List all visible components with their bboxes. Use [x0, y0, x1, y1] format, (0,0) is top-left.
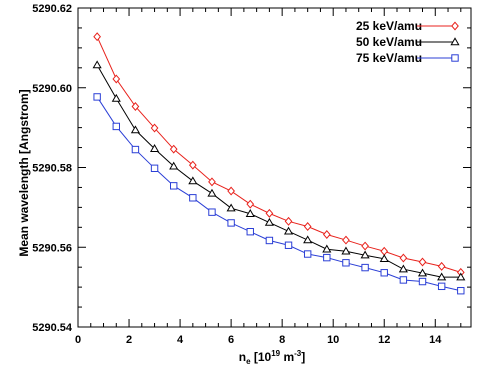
series-line [96, 96, 461, 292]
legend-marker [451, 54, 459, 62]
data-point [93, 32, 102, 42]
x-tick-label: 2 [126, 334, 132, 346]
data-point [418, 257, 427, 267]
data-point [398, 264, 408, 273]
data-point [111, 93, 121, 102]
data-point [303, 235, 313, 244]
data-point [399, 253, 408, 263]
data-point [131, 102, 140, 111]
data-point [360, 250, 370, 259]
series-75-kev-amu [93, 93, 465, 295]
data-point [112, 74, 121, 84]
y-tick-label: 5290.58 [32, 163, 72, 175]
data-point [284, 216, 293, 226]
series-line [96, 36, 461, 273]
y-axis-label: Mean wavelength [Angstrom] [17, 89, 31, 256]
plot-area: 0 2 4 6 8 10 12 14 5290.54 5290.56 5290.58 5290.60 5… [32, 3, 472, 346]
data-point [246, 227, 254, 236]
data-point [342, 235, 350, 245]
data-point [130, 125, 140, 134]
y-tick-label: 5290.56 [32, 242, 72, 254]
data-point [379, 254, 389, 263]
legend-label: 75 keV/amu [356, 51, 422, 65]
legend-marker [450, 37, 460, 46]
data-point [437, 282, 446, 291]
data-point [265, 208, 274, 218]
data-point [456, 272, 466, 281]
data-point [150, 123, 159, 133]
x-tick-label: 8 [279, 334, 285, 346]
x-axis-label-subscript: e [246, 357, 251, 366]
x-axis-label-unit-open: [10 [251, 350, 272, 364]
data-point [93, 93, 101, 101]
data-point [417, 268, 428, 277]
data-point [92, 60, 102, 69]
data-point [418, 277, 427, 286]
legend-marker [451, 21, 459, 31]
data-point [342, 259, 350, 267]
data-point [361, 263, 369, 272]
data-point [380, 269, 388, 277]
x-axis-label-unit-close: ] [301, 350, 305, 364]
data-point [283, 226, 294, 235]
legend: 25 keV/amu 50 keV/amu 75 keV/amu [356, 19, 460, 65]
data-point [208, 208, 216, 216]
x-tick-label: 0 [75, 334, 81, 346]
data-point [437, 272, 447, 281]
legend-label: 25 keV/amu [356, 19, 422, 33]
data-point [188, 176, 198, 185]
data-point [380, 246, 389, 256]
data-point [361, 241, 369, 251]
data-point [208, 177, 216, 187]
data-point [112, 122, 120, 131]
data-point [169, 161, 179, 170]
x-tick-label: 14 [429, 334, 442, 346]
y-tick-label: 5290.54 [32, 322, 73, 334]
x-axis-label-unit-exponent-2: -3 [294, 349, 302, 358]
data-point [322, 230, 331, 239]
legend-item: 50 keV/amu [356, 35, 460, 49]
x-tick-label: 12 [378, 334, 390, 346]
y-tick-label: 5290.60 [32, 83, 72, 95]
data-point [303, 250, 312, 258]
data-point [245, 209, 255, 217]
data-point [323, 253, 331, 262]
legend-label: 50 keV/amu [356, 35, 422, 49]
x-axis-label-unit-meter: m [280, 350, 294, 364]
data-point [169, 144, 178, 154]
data-point [437, 261, 446, 271]
x-axis-label: ne [1019 m-3] [239, 349, 306, 366]
y-tick-label: 5290.62 [32, 3, 72, 15]
legend-item: 25 keV/amu [356, 19, 459, 33]
x-axis-label-unit-exponent: 19 [271, 349, 280, 358]
series-25-kev-amu [93, 32, 465, 277]
x-axis-label-main: n [239, 350, 246, 364]
x-tick-label: 4 [177, 334, 184, 346]
data-point [265, 236, 274, 245]
data-point [207, 188, 217, 197]
x-tick-label: 10 [327, 334, 339, 346]
x-tick-label: 6 [228, 334, 234, 346]
data-point [149, 144, 160, 152]
data-point [131, 145, 140, 154]
data-point [188, 160, 197, 170]
legend-item: 75 keV/amu [356, 51, 459, 65]
data-point [227, 186, 235, 196]
data-point [303, 222, 312, 231]
data-point [322, 244, 332, 253]
series-50-kev-amu [92, 60, 466, 281]
data-point [264, 217, 274, 226]
data-point [227, 219, 235, 227]
data-point [246, 199, 255, 209]
data-point [226, 203, 236, 212]
data-point [189, 194, 197, 202]
data-point [457, 287, 465, 295]
data-point [169, 182, 178, 190]
data-point [341, 246, 351, 255]
data-point [399, 276, 408, 284]
data-point [150, 164, 159, 172]
data-point [284, 241, 293, 249]
